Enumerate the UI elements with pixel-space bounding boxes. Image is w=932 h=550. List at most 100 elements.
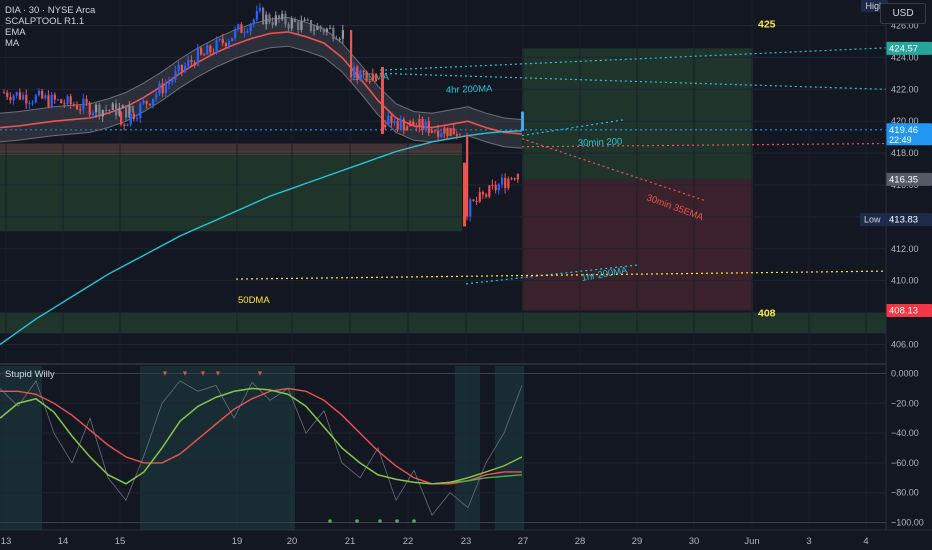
level-label-408: 408 (758, 308, 776, 320)
candle (121, 105, 124, 108)
candle (368, 80, 371, 82)
candle (148, 103, 151, 106)
oversold-marker (378, 519, 382, 523)
candle (132, 113, 135, 120)
candle (72, 104, 75, 106)
x-tick-label: 15 (115, 536, 126, 547)
candle (123, 124, 126, 126)
candle (206, 45, 209, 55)
candle (472, 199, 475, 201)
candle (500, 177, 504, 185)
price-tag-bg (860, 213, 932, 227)
candle (466, 135, 469, 217)
annotation-label: 50DMA (238, 295, 270, 306)
oversold-marker (412, 519, 416, 523)
x-tick-label: 3 (806, 536, 811, 547)
candle (155, 93, 158, 99)
ema-extension-line (521, 142, 887, 148)
indicator-ma[interactable]: MA (5, 38, 20, 49)
candle (353, 66, 356, 78)
osc-tick-label: −20.00 (891, 398, 919, 408)
indicator-ema[interactable]: EMA (5, 27, 26, 38)
candle (449, 128, 452, 137)
osc-series-3 (0, 380, 523, 516)
candle (184, 66, 187, 71)
level-label-425: 425 (758, 18, 776, 30)
candle (105, 109, 108, 111)
osc-tick-label: 0.0000 (891, 368, 919, 378)
candle (9, 97, 12, 101)
candle (136, 117, 139, 120)
overbought-marker: ▼ (162, 371, 169, 378)
candle (31, 102, 34, 104)
bottom-zone (0, 312, 886, 334)
candle (421, 118, 424, 130)
candle (44, 95, 47, 99)
candle (452, 128, 455, 135)
candle (427, 121, 430, 133)
50dma-line (235, 270, 887, 280)
candle (203, 54, 206, 56)
y-tick-label: 410.00 (891, 276, 919, 286)
candle (402, 119, 406, 131)
left-resistance-band (0, 143, 462, 155)
candle (152, 98, 155, 106)
y-tick-label: 422.00 (891, 84, 919, 94)
y-tick-label: 424.00 (891, 52, 919, 62)
oscillator-zone (140, 366, 295, 530)
candle (237, 24, 240, 29)
candle (126, 124, 129, 126)
candle (478, 192, 481, 202)
candle (227, 41, 231, 47)
candle (424, 121, 427, 130)
candle (28, 102, 31, 104)
candle (215, 39, 218, 53)
candle (131, 105, 134, 112)
candle (409, 121, 412, 127)
candle (22, 94, 25, 100)
osc-tick-label: −60.00 (891, 458, 919, 468)
candle (384, 124, 387, 128)
candle (262, 7, 265, 25)
candle-last (521, 111, 524, 131)
candle (63, 103, 66, 105)
oscillator-title[interactable]: Stupid Willy (5, 369, 55, 380)
candle (221, 38, 224, 44)
y-tick-label: 420.00 (891, 116, 919, 126)
ema-line (0, 31, 523, 135)
candle (443, 127, 446, 134)
overbought-marker: ▼ (182, 371, 189, 378)
indicator-scalptool[interactable]: SCALPTOOL R1.1 (5, 16, 85, 27)
currency-button[interactable]: USD (880, 3, 926, 24)
candle (430, 130, 434, 133)
candle (405, 126, 409, 131)
candle (187, 60, 190, 67)
candle (240, 24, 243, 33)
candle (145, 100, 148, 104)
candle (274, 15, 277, 25)
candle (249, 24, 252, 32)
x-tick-label: 20 (287, 536, 298, 547)
candle (350, 30, 353, 78)
price-tag-time: 22:49 (889, 135, 912, 145)
price-tag-text: 416.35 (889, 174, 918, 185)
candle (433, 130, 437, 132)
candle (12, 95, 15, 101)
candle (303, 19, 306, 21)
ma-line (0, 130, 523, 346)
candle (475, 200, 478, 202)
x-tick-label: 23 (461, 536, 472, 547)
symbol-title[interactable]: DIA · 30 · NYSE Arca (5, 5, 96, 16)
price-tag-416.35: 416.35 (886, 172, 932, 186)
candle (85, 98, 88, 103)
y-tick-label: 426.00 (891, 21, 919, 31)
candle (393, 121, 396, 124)
candle (504, 177, 507, 189)
price-tag-text: 419.46 (889, 125, 918, 136)
candle (309, 19, 313, 31)
candle (41, 90, 44, 99)
x-tick-label: 27 (518, 536, 529, 547)
candle (180, 64, 183, 71)
candle (287, 24, 290, 29)
